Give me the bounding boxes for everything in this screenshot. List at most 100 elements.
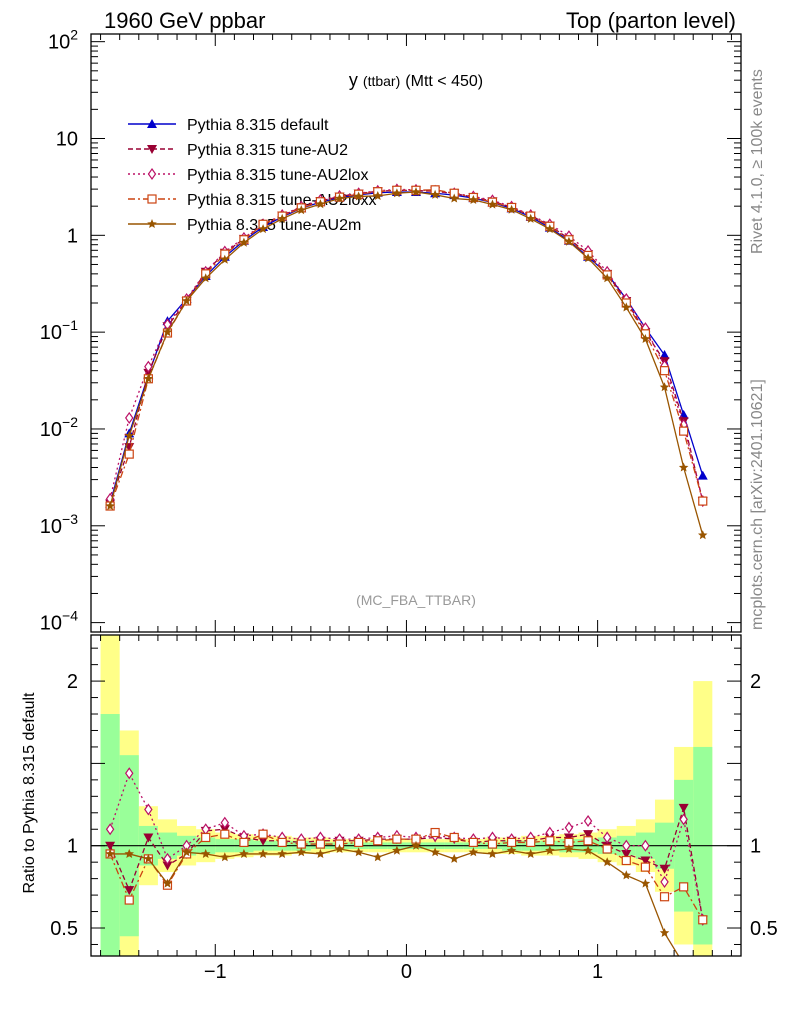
data-point	[201, 273, 211, 283]
legend-item: Pythia 8.315 tune-AU2m	[128, 217, 361, 234]
ratio-point	[220, 816, 230, 829]
ratio-point	[277, 837, 287, 848]
legend-marker	[147, 145, 157, 154]
ratio-point	[602, 857, 612, 867]
ratio-point	[487, 848, 498, 858]
data-point	[162, 327, 173, 337]
ratio-point	[239, 837, 249, 848]
ratio-point	[392, 834, 402, 844]
ratio-point	[220, 852, 230, 862]
ratio-point	[220, 829, 230, 839]
x-tick-label: 0	[401, 961, 412, 983]
data-point	[487, 199, 498, 209]
series-line	[109, 188, 704, 502]
ratio-y-tick-label-right: 0.5	[750, 918, 778, 940]
ratio-point	[678, 803, 689, 813]
ratio-y-tick-label: 2	[67, 671, 78, 693]
ratio-point	[258, 848, 268, 858]
data-point	[564, 236, 574, 246]
ratio-point	[583, 830, 594, 840]
y-tick-label: 10−3	[40, 511, 78, 538]
analysis-watermark: (MC_FBA_TTBAR)	[356, 592, 476, 608]
data-point	[679, 426, 689, 436]
ratio-line	[109, 831, 704, 921]
legend-item: Pythia 8.315 default	[128, 117, 329, 134]
ratio-point	[679, 813, 688, 826]
ratio-point	[449, 832, 459, 843]
data-point	[373, 191, 383, 200]
ratio-point	[144, 803, 153, 816]
ratio-point	[373, 852, 383, 862]
ratio-point	[468, 837, 478, 848]
ratio-point	[353, 847, 364, 857]
data-point	[468, 194, 479, 204]
ratio-point	[124, 895, 134, 905]
ratio-point	[468, 847, 479, 857]
data-point	[144, 360, 153, 373]
ratio-point	[315, 848, 326, 858]
ratio-point	[334, 844, 345, 853]
ratio-point	[487, 839, 498, 849]
data-point	[105, 501, 115, 511]
ratio-point	[105, 848, 115, 858]
ratio-point	[622, 839, 631, 852]
plot-title-sub: (ttbar)	[363, 73, 400, 89]
ratio-point	[296, 839, 306, 849]
x-tick-label: −1	[204, 961, 227, 983]
y-axis-ticks: 102 10 1 10−1 10−2 10−3 10−4	[40, 27, 741, 635]
ratio-point	[564, 844, 574, 853]
ratio-point	[162, 861, 173, 871]
ratio-point	[506, 837, 517, 848]
ratio-point	[105, 841, 116, 851]
data-point	[353, 191, 364, 201]
ratio-panel: Ratio to Pythia 8.315 default −1 0 1 2 2 1 1 0.…	[21, 34, 778, 983]
series-5	[105, 187, 708, 540]
ratio-point	[583, 836, 593, 846]
data-point	[698, 530, 708, 540]
ratio-point	[258, 829, 268, 839]
legend: Pythia 8.315 default Pythia 8.315 tune-AU…	[128, 117, 376, 234]
series-line	[109, 189, 704, 504]
data-point	[678, 462, 689, 472]
data-point	[449, 193, 459, 203]
data-point	[602, 273, 612, 283]
legend-marker	[147, 167, 157, 181]
y-tick-label: 10−4	[40, 608, 78, 635]
ratio-y-tick-label: 1	[67, 836, 78, 858]
ratio-point	[506, 845, 517, 855]
ratio-point	[641, 839, 650, 852]
plot-title-main: y	[349, 70, 358, 90]
header-right-label: Top (parton level)	[566, 8, 736, 33]
legend-label: Pythia 8.315 tune-AU2m	[187, 217, 361, 234]
ratio-point	[315, 839, 326, 849]
data-point	[698, 496, 708, 506]
ratio-y-axis-label: Ratio to Pythia 8.315 default	[21, 692, 38, 894]
data-point	[697, 470, 708, 480]
ratio-point	[201, 848, 211, 858]
ratio-point	[564, 821, 574, 834]
ratio-point	[660, 875, 669, 888]
data-point	[334, 193, 345, 203]
ratio-point	[143, 833, 154, 843]
main-panel: y (ttbar) (Mtt < 450) (MC_FBA_TTBAR) Pyt…	[40, 27, 742, 635]
ratio-point	[545, 836, 555, 846]
ratio-y-tick-label-right: 2	[750, 671, 761, 693]
uncertainty-bands	[100, 635, 713, 956]
plot-title: y (ttbar) (Mtt < 450)	[349, 70, 483, 90]
ratio-point	[124, 886, 135, 896]
legend-label: Pythia 8.315 tune-AU2lox	[187, 167, 368, 184]
data-point	[125, 411, 134, 424]
ratio-point	[354, 837, 364, 848]
ratio-point	[258, 836, 269, 846]
ratio-point	[583, 845, 593, 855]
data-point	[315, 199, 326, 209]
data-point	[258, 224, 268, 234]
data-point	[239, 237, 249, 247]
ratio-y-axis-ticks: 2 2 1 1 0.5 0.5	[50, 647, 778, 945]
data-point	[277, 213, 287, 223]
data-point	[124, 430, 134, 440]
ratio-point	[583, 814, 593, 828]
ratio-point	[545, 845, 555, 855]
series-line	[109, 191, 704, 536]
